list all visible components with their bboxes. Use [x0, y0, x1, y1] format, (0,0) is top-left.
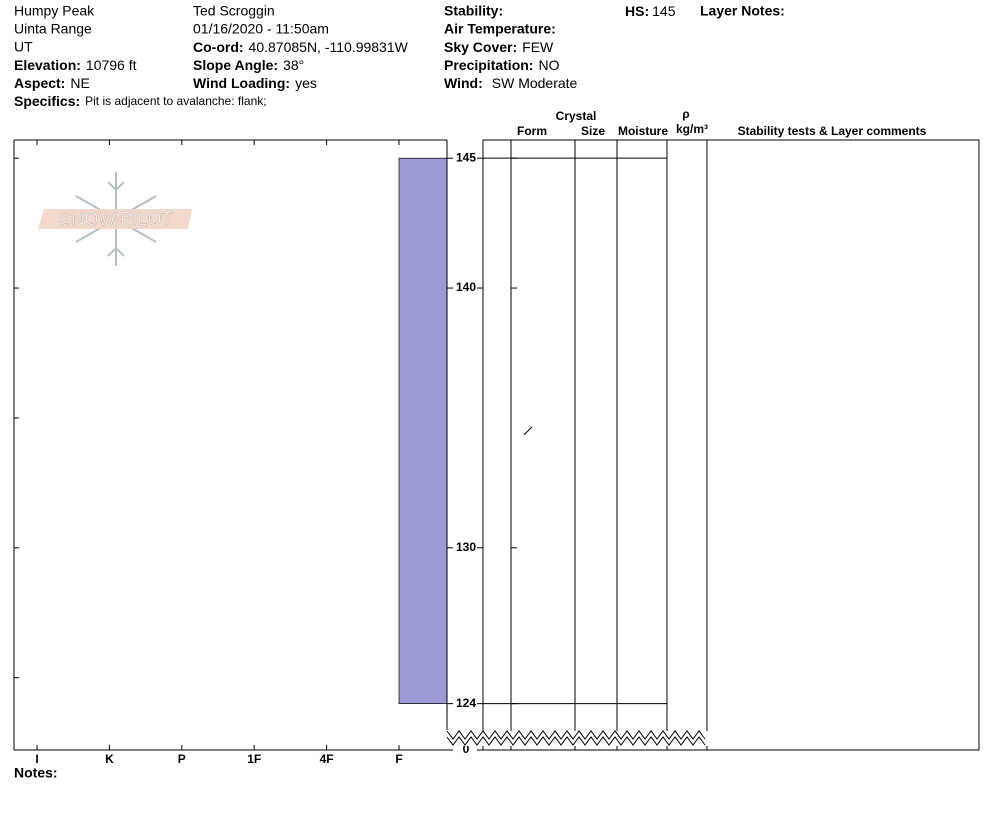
density-unit: kg/m³: [676, 122, 708, 136]
grain-form-symbol: [523, 426, 533, 436]
x-tick-label: 4F: [320, 752, 334, 766]
location: Humpy Peak: [14, 3, 95, 19]
size-header: Size: [581, 124, 605, 138]
form-header: Form: [517, 124, 547, 138]
x-tick-label: P: [178, 752, 186, 766]
datetime: 01/16/2020 - 11:50am: [193, 21, 329, 37]
x-tick-label: 1F: [247, 752, 261, 766]
aspect: Aspect: NE: [14, 75, 90, 91]
table-frame: [482, 139, 980, 751]
logo-text: SNOW PILOT: [59, 209, 172, 229]
wind-loading: Wind Loading: yes: [193, 75, 317, 91]
crystal-header: Crystal: [556, 109, 597, 123]
slope-angle: Slope Angle: 38°: [193, 57, 304, 73]
precipitation: Precipitation: NO: [444, 57, 560, 73]
density-symbol: ρ: [682, 107, 689, 121]
stability: Stability:: [444, 3, 503, 19]
layer-notes: Layer Notes:: [700, 3, 785, 19]
x-tick-label: I: [35, 752, 38, 766]
coord: Co-ord: 40.87085N, -110.99831W: [193, 39, 409, 55]
x-tick-label: K: [105, 752, 114, 766]
depth-label: 0: [463, 742, 470, 756]
logo-banner: [38, 209, 192, 229]
x-tick-label: F: [395, 752, 402, 766]
break-line: [446, 730, 706, 740]
break-line: [446, 736, 706, 746]
depth-label: 145: [456, 150, 476, 164]
air-temperature: Air Temperature:: [444, 21, 556, 37]
hardness-bar: [398, 157, 448, 704]
hs: HS: 145: [625, 3, 676, 19]
notes: Notes:: [14, 765, 58, 781]
moisture-header: Moisture: [618, 124, 668, 138]
sky-cover: Sky Cover: FEW: [444, 39, 554, 55]
depth-label: 130: [456, 540, 476, 554]
observer: Ted Scroggin: [193, 3, 275, 19]
range: Uinta Range: [14, 21, 92, 37]
state: UT: [14, 39, 33, 55]
specifics: Specifics: Pit is adjacent to avalanche: …: [14, 93, 267, 109]
elevation: Elevation: 10796 ft: [14, 57, 137, 73]
depth-label: 124: [456, 696, 476, 710]
wind: Wind: SW Moderate: [444, 75, 578, 91]
depth-label: 140: [456, 280, 476, 294]
comments-header: Stability tests & Layer comments: [738, 124, 927, 138]
